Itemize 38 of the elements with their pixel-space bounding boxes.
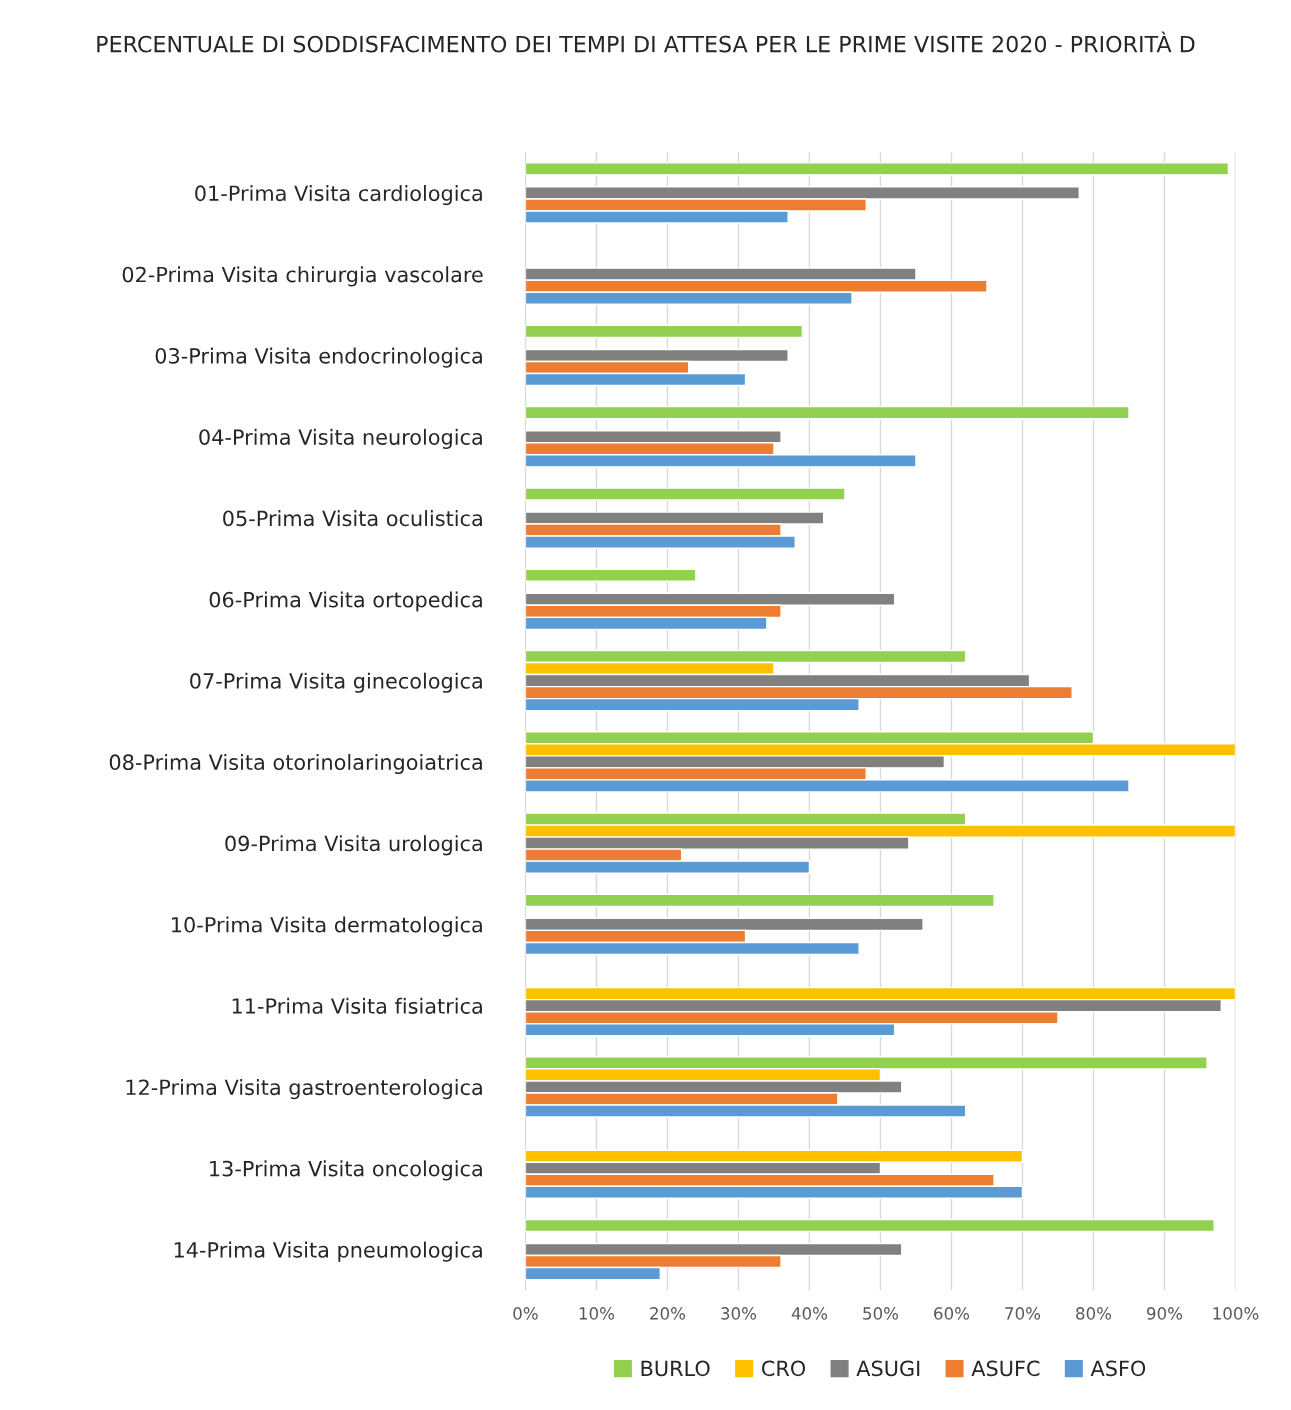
bar xyxy=(525,405,1130,420)
x-tick-label: 10% xyxy=(579,1307,615,1320)
y-tick-label: 11-Prima Visita fisiatrica xyxy=(232,997,482,1014)
x-tick-label: 90% xyxy=(1147,1307,1183,1320)
x-tick-label: 0% xyxy=(513,1307,538,1320)
y-tick-label: 05-Prima Visita oculistica xyxy=(223,510,482,527)
x-tick-label: 50% xyxy=(863,1307,899,1320)
y-tick-label: 06-Prima Visita ortopedica xyxy=(209,591,482,612)
x-tick-label: 40% xyxy=(791,1307,828,1320)
x-tick-label: 100% xyxy=(1213,1307,1259,1320)
legend-label: CRO xyxy=(761,1360,806,1377)
legend-label: ASFO xyxy=(1090,1360,1146,1377)
y-tick-label: 07-Prima Visita ginecologica xyxy=(190,672,482,693)
x-tick-label: 70% xyxy=(1005,1307,1041,1320)
y-tick-label: 12-Prima Visita gastroenterologica xyxy=(126,1079,482,1100)
bar xyxy=(525,893,995,908)
y-tick-label: 03-Prima Visita endocrinologica xyxy=(155,347,482,368)
y-tick-label: 13-Prima Visita oncologica xyxy=(210,1160,482,1181)
legend-label: BURLO xyxy=(641,1360,710,1377)
y-tick-label: 04-Prima Visita neurologica xyxy=(199,428,482,449)
bar xyxy=(525,324,804,339)
x-tick-label: 20% xyxy=(650,1307,686,1320)
y-tick-label: 14-Prima Visita pneumologica xyxy=(174,1241,482,1262)
y-tick-label: 10-Prima Visita dermatologica xyxy=(172,916,482,937)
legend-label: ASUFC xyxy=(971,1360,1040,1377)
legend-label: ASUGI xyxy=(856,1360,920,1377)
bar xyxy=(525,568,697,582)
x-tick-label: 30% xyxy=(721,1307,757,1320)
chart-title: PERCENTUALE DI SODDISFACIMENTO DEI TEMPI DI ATTESA PER LE PRIME VISITE 2020 - PRIORITÀ D xyxy=(97,31,1195,53)
x-tick-label: 60% xyxy=(934,1307,970,1320)
x-tick-label: 80% xyxy=(1076,1307,1112,1320)
y-tick-label: 09-Prima Visita urologica xyxy=(225,835,482,856)
y-tick-label: 01-Prima Visita cardiologica xyxy=(195,185,482,206)
y-tick-label: 08-Prima Visita otorinolaringoiatrica xyxy=(109,753,482,775)
bar xyxy=(525,487,846,501)
bar xyxy=(525,1218,1215,1233)
bar xyxy=(525,162,1230,176)
y-tick-label: 02-Prima Visita chirurgia vascolare xyxy=(122,266,483,287)
